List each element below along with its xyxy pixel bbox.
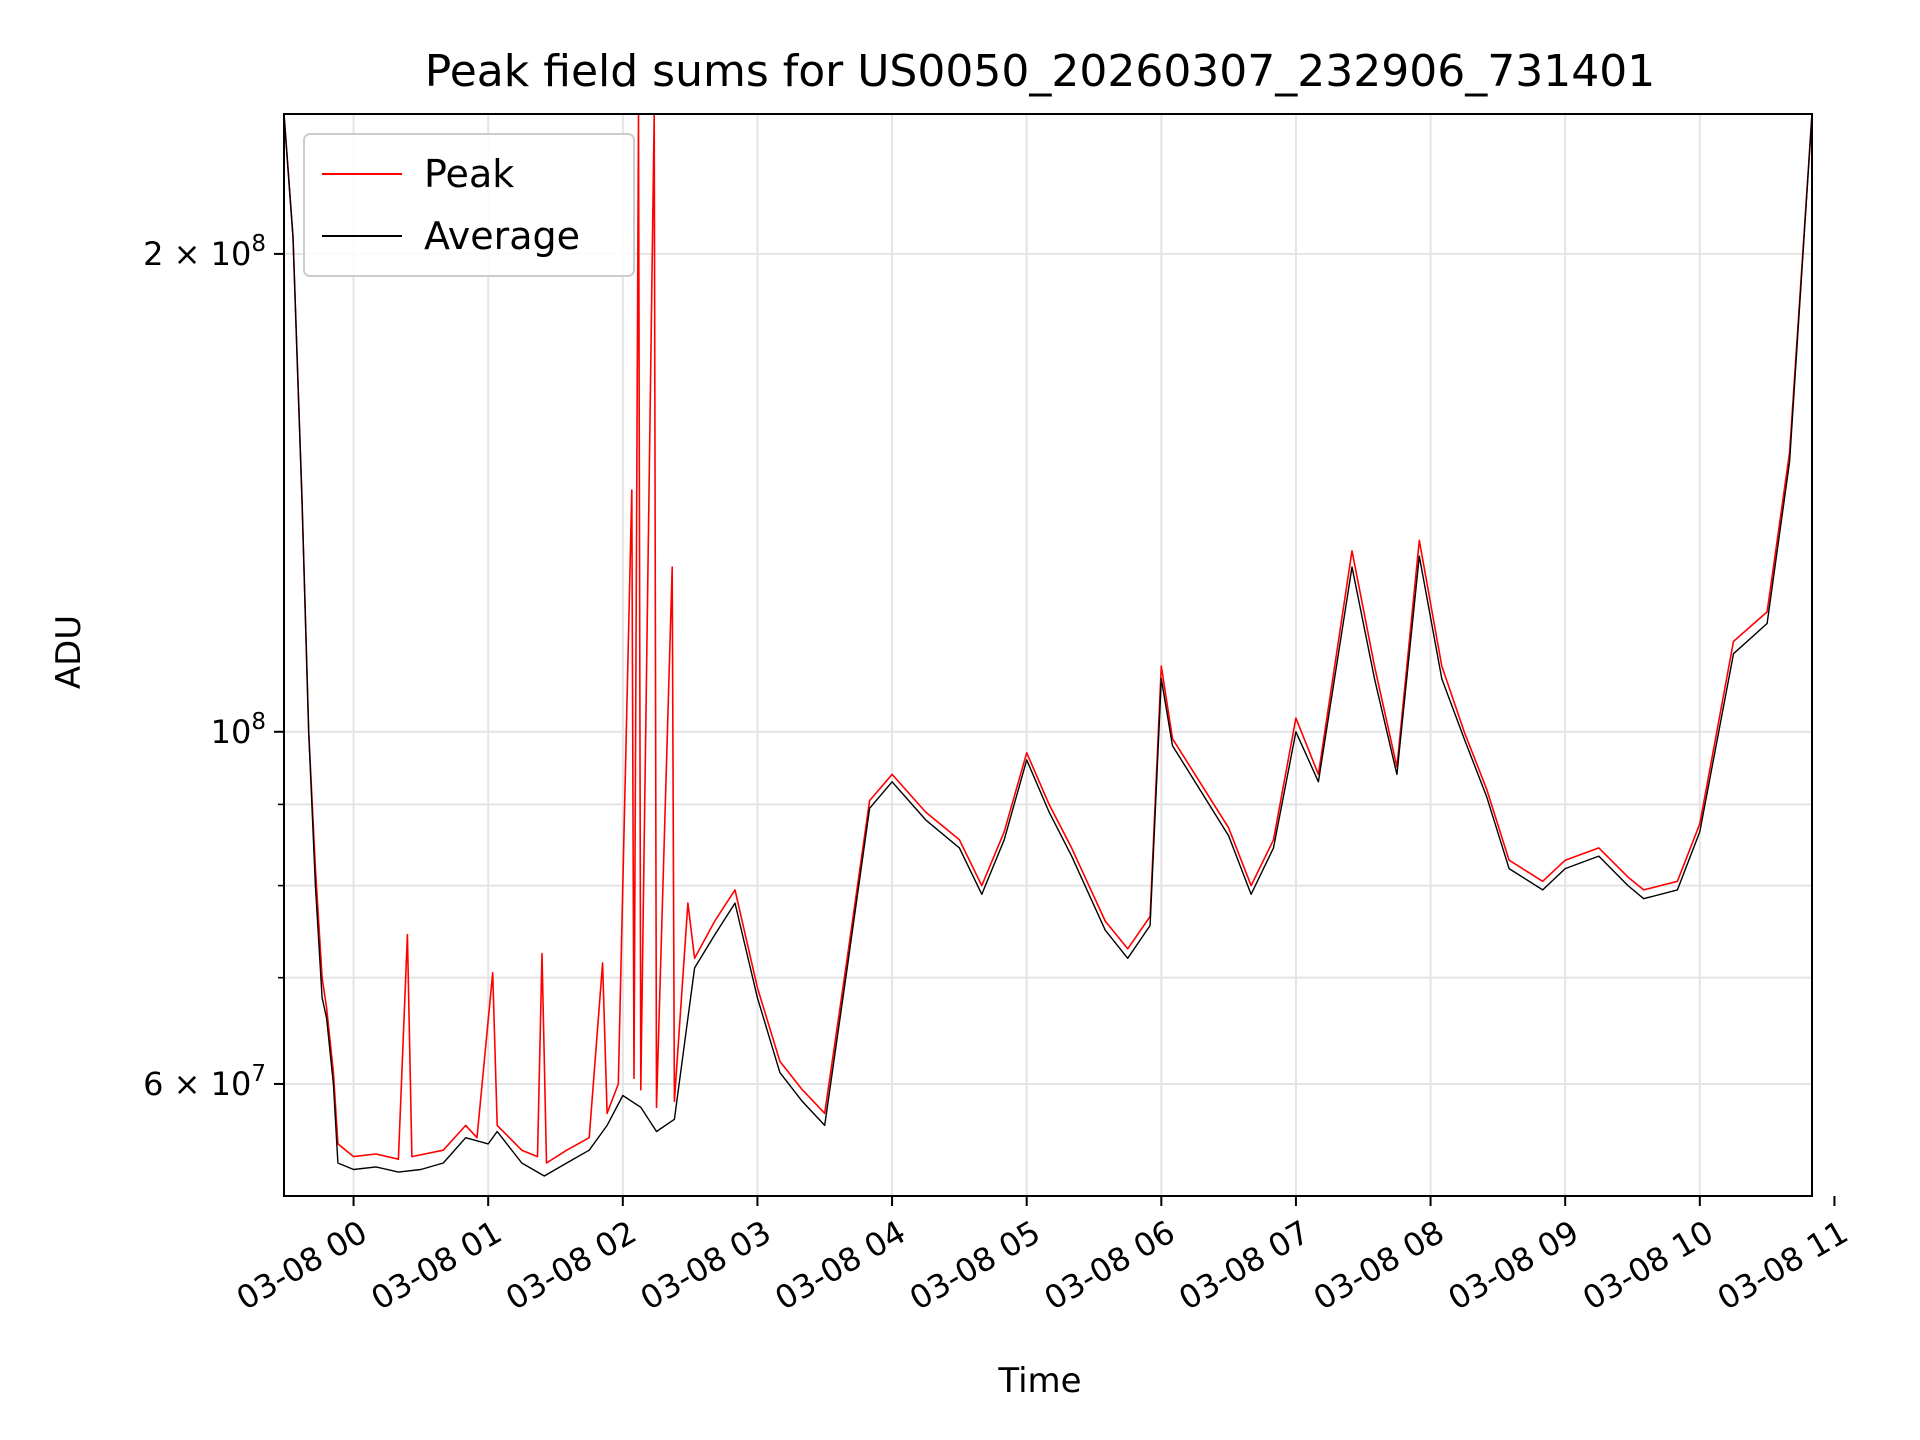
series-line-peak [284, 114, 1812, 1164]
x-axis-title: Time [997, 1361, 1081, 1401]
grid [284, 114, 1812, 1196]
y-tick-label: 108 [211, 709, 266, 751]
legend: Peak Average [303, 133, 635, 277]
legend-label-peak: Peak [424, 152, 514, 196]
legend-label-average: Average [424, 214, 580, 258]
chart-title: Peak field sums for US0050_20260307_2329… [425, 46, 1655, 97]
plot-background [284, 114, 1812, 1196]
plot-area [284, 114, 1812, 1177]
y-axis-title: ADU [49, 615, 89, 689]
series-line-average [284, 114, 1812, 1177]
y-tick-label: 2 × 108 [143, 231, 266, 273]
axes-frame [283, 113, 1813, 1197]
y-tick-label: 6 × 107 [143, 1061, 266, 1103]
legend-box [303, 133, 635, 277]
